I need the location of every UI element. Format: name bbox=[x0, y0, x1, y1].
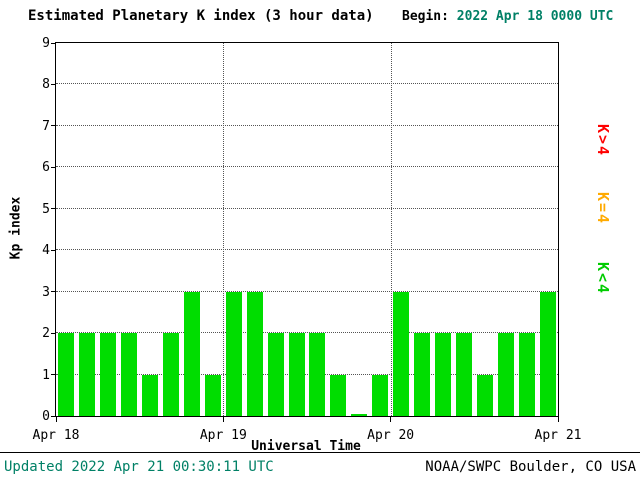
y-axis-tick bbox=[51, 415, 56, 417]
x-axis-tick bbox=[222, 416, 224, 422]
kp-bar bbox=[100, 333, 117, 416]
y-axis-tick-label: 2 bbox=[42, 326, 50, 342]
x-axis-tick-label: Apr 18 bbox=[32, 428, 80, 443]
y-axis-tick-label: 4 bbox=[42, 243, 50, 259]
kp-bar bbox=[455, 333, 472, 416]
kp-bar bbox=[434, 333, 451, 416]
kp-bar bbox=[163, 333, 180, 416]
x-axis-tick-label: Apr 19 bbox=[199, 428, 247, 443]
x-axis-tick bbox=[55, 416, 57, 422]
legend-k-greater-than-4: K>4 bbox=[594, 124, 612, 158]
y-axis-tick bbox=[51, 374, 56, 376]
kp-bar bbox=[518, 333, 535, 416]
kp-bar bbox=[121, 333, 138, 416]
begin-label: Begin: bbox=[402, 9, 449, 24]
begin-time: Begin: 2022 Apr 18 0000 UTC bbox=[402, 9, 613, 24]
y-axis-tick bbox=[51, 83, 56, 85]
begin-value: 2022 Apr 18 0000 UTC bbox=[456, 9, 614, 24]
y-axis-tick-label: 5 bbox=[42, 201, 50, 217]
kp-bar bbox=[330, 374, 347, 416]
kp-bar bbox=[351, 414, 368, 416]
x-axis-tick bbox=[390, 416, 392, 422]
y-axis-tick bbox=[51, 332, 56, 334]
y-axis-tick bbox=[51, 166, 56, 168]
x-axis-title: Universal Time bbox=[251, 439, 361, 454]
y-axis-tick-label: 8 bbox=[42, 77, 50, 93]
kp-bar bbox=[414, 333, 431, 416]
plot-area: 0 1 2 3 4 5 6 7 8 9 Apr 18 Apr 19 Apr 20 Apr 21 bbox=[33, 36, 582, 443]
kp-bar bbox=[267, 333, 284, 416]
gridline-horizontal bbox=[56, 124, 558, 126]
gridline-horizontal bbox=[56, 332, 558, 334]
y-axis-tick-label: 6 bbox=[42, 160, 50, 176]
kp-bar bbox=[246, 291, 263, 416]
kp-bar bbox=[393, 291, 410, 416]
legend-k-less-than-4: K<4 bbox=[594, 262, 612, 296]
kp-bar bbox=[497, 333, 514, 416]
y-axis-tick-label: 3 bbox=[42, 284, 50, 300]
y-axis-tick-label: 0 bbox=[42, 409, 50, 424]
x-axis-tick-label: Apr 20 bbox=[367, 428, 415, 443]
kp-bar bbox=[204, 374, 221, 416]
y-axis-tick bbox=[51, 42, 56, 44]
kp-bar bbox=[183, 291, 200, 416]
gridline-vertical bbox=[223, 43, 225, 416]
y-axis-tick bbox=[51, 249, 56, 251]
kp-bar bbox=[372, 374, 389, 416]
kp-bar bbox=[225, 291, 242, 416]
kp-bar bbox=[539, 291, 556, 416]
kp-bar bbox=[58, 333, 75, 416]
y-axis-tick bbox=[51, 208, 56, 210]
kp-bar bbox=[476, 374, 493, 416]
footer-divider bbox=[0, 452, 640, 453]
gridline-horizontal bbox=[56, 83, 558, 85]
x-axis-tick-label: Apr 21 bbox=[534, 428, 582, 443]
kp-bar bbox=[142, 374, 159, 416]
chart-title: Estimated Planetary K index (3 hour data… bbox=[28, 8, 374, 24]
kp-bar bbox=[288, 333, 305, 416]
gridline-horizontal bbox=[56, 290, 558, 292]
y-axis-tick-label: 7 bbox=[42, 118, 50, 134]
kp-bar bbox=[309, 333, 326, 416]
y-axis-tick-label: 9 bbox=[42, 36, 50, 51]
x-axis-tick bbox=[557, 416, 559, 422]
updated-timestamp: Updated 2022 Apr 21 00:30:11 UTC bbox=[4, 459, 274, 475]
y-axis-tick bbox=[51, 291, 56, 293]
gridline-horizontal bbox=[56, 166, 558, 168]
kp-bar bbox=[79, 333, 96, 416]
y-axis-tick bbox=[51, 125, 56, 127]
gridline-horizontal bbox=[56, 207, 558, 209]
y-axis-tick-label: 1 bbox=[42, 367, 50, 383]
gridline-horizontal bbox=[56, 249, 558, 251]
source-attribution: NOAA/SWPC Boulder, CO USA bbox=[425, 459, 636, 475]
gridline-vertical bbox=[390, 43, 392, 416]
y-axis-title: Kp index bbox=[8, 196, 24, 260]
gridline-horizontal bbox=[56, 373, 558, 375]
legend-k-equals-4: K=4 bbox=[594, 192, 612, 226]
